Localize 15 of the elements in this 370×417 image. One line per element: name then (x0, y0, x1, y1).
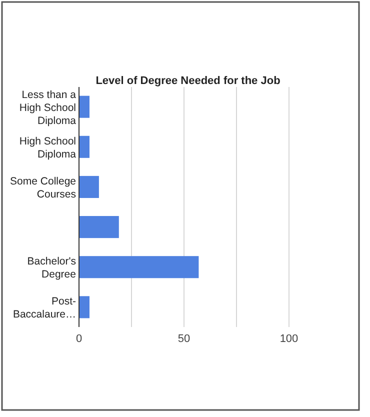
bar (79, 176, 99, 198)
x-tick-label: 0 (76, 333, 82, 345)
bar (79, 296, 90, 318)
x-tick-label: 100 (280, 333, 298, 345)
bar (79, 256, 199, 278)
y-tick-label: High School Diploma (19, 135, 76, 160)
x-tick-label: 50 (178, 333, 190, 345)
y-tick-label: Some College Courses (10, 175, 76, 200)
y-tick-label: Bachelor's Degree (27, 256, 76, 281)
y-tick-label: Less than a High School Diploma (19, 88, 76, 127)
bar (79, 96, 90, 118)
bar (79, 216, 119, 238)
bar (79, 136, 90, 158)
y-tick-label: Post-Baccalaure… (12, 296, 76, 321)
chart-title: Level of Degree Needed for the Job (96, 75, 281, 87)
